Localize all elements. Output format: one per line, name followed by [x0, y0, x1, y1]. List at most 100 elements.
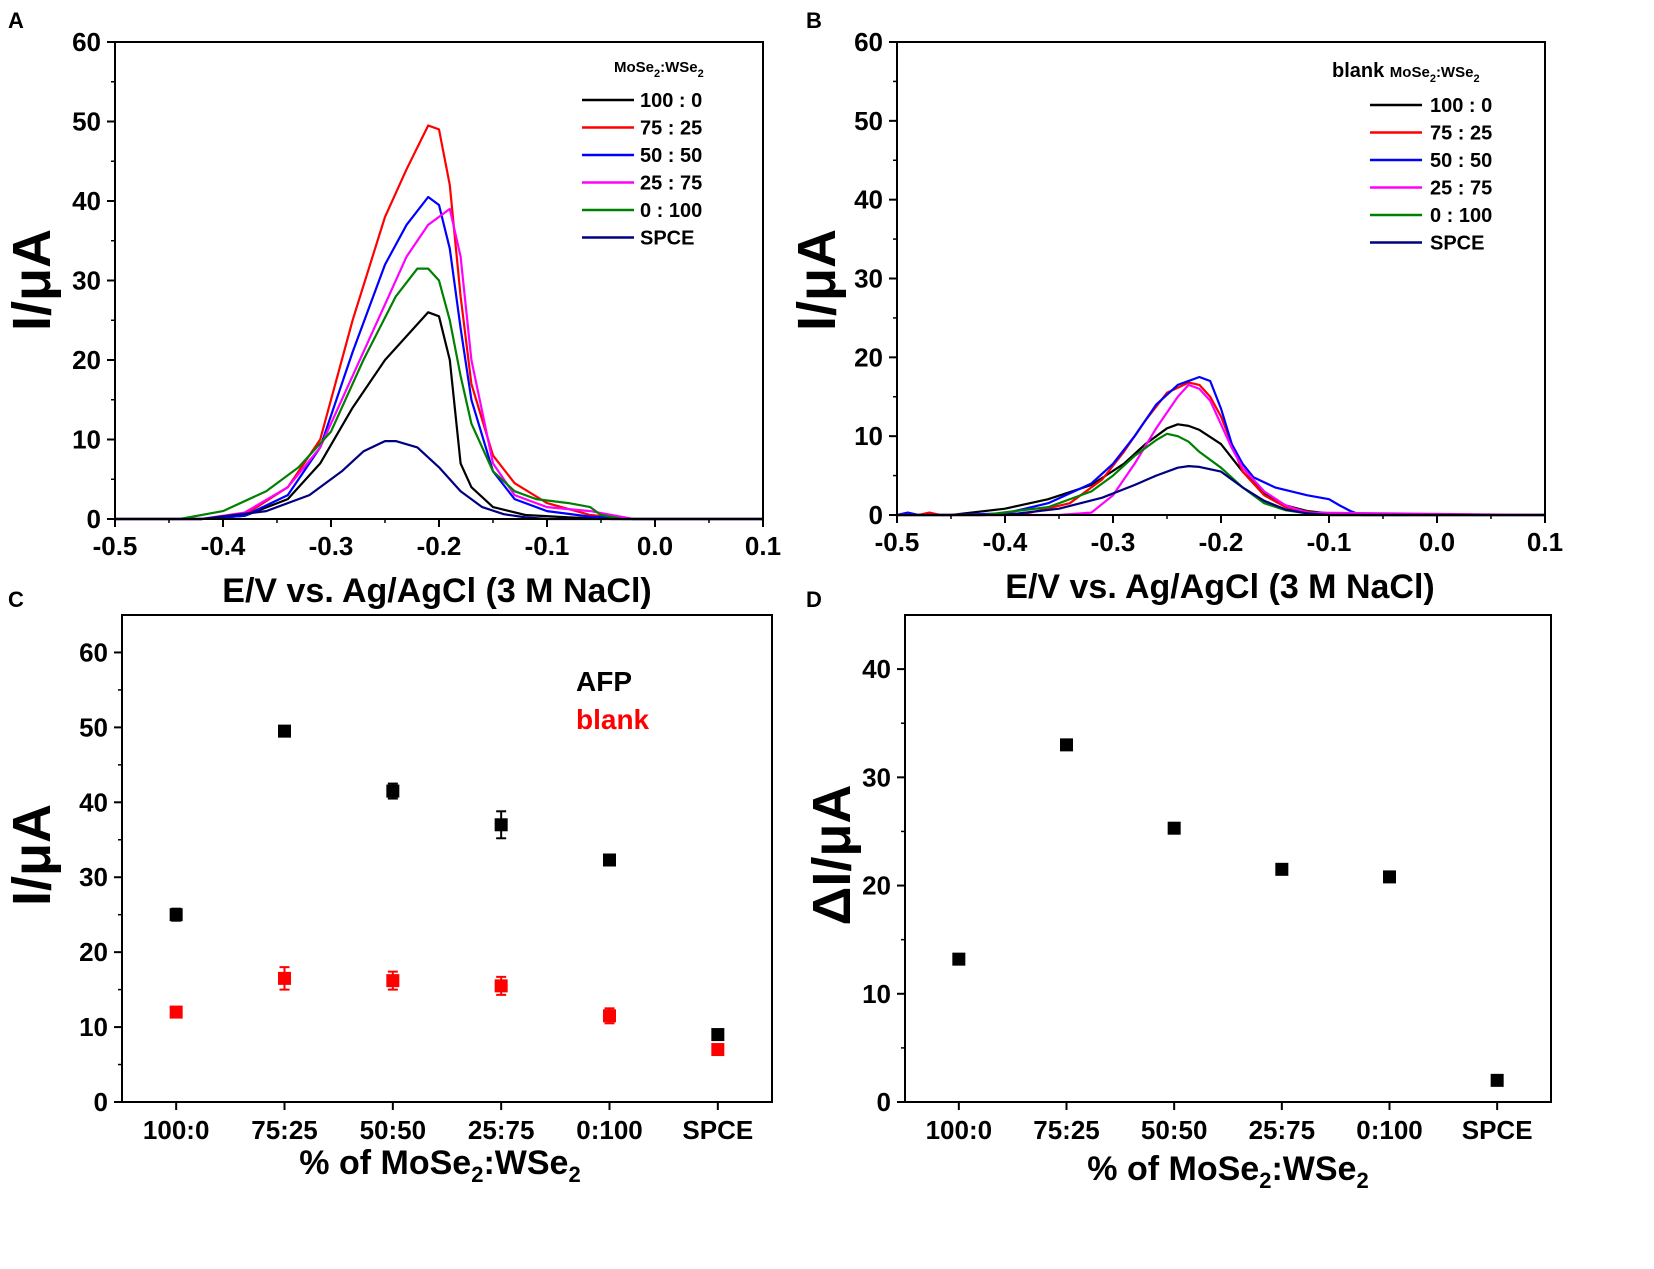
x-axis-title-subscript: 2 [1356, 1168, 1368, 1193]
legend-label-0: 100 : 0 [640, 90, 702, 112]
panel-letter-c: C [8, 587, 24, 612]
y-tick-label: 30 [862, 762, 891, 792]
x-tick-label: 50:50 [1141, 1115, 1208, 1145]
y-tick-label: 20 [854, 342, 883, 372]
y-tick-label: 0 [869, 500, 883, 530]
y-tick-label: 0 [87, 504, 101, 534]
panel-letter-b: B [806, 8, 822, 33]
y-tick-label: 10 [854, 421, 883, 451]
legend-title-prefix: blank [1332, 60, 1390, 82]
x-tick-label: -0.1 [1307, 527, 1352, 557]
x-axis-title-part: % of MoSe [1087, 1150, 1259, 1188]
legend-label-4: 0 : 100 [640, 200, 702, 222]
legend-label-3: 25 : 75 [640, 173, 702, 195]
x-tick-label: SPCE [1462, 1115, 1533, 1145]
x-tick-label: 0:100 [576, 1115, 643, 1145]
series-line-3 [897, 383, 1546, 517]
y-tick-label: 30 [72, 266, 101, 296]
x-tick-label: -0.4 [201, 531, 246, 561]
legend-title-subscript: 2 [1430, 73, 1436, 85]
y-tick-label: 0 [877, 1087, 891, 1117]
legend-label-1: 75 : 25 [1430, 123, 1492, 145]
legend-label-3: 25 : 75 [1430, 178, 1492, 200]
y-axis-title: ΔI/μA [802, 785, 862, 926]
legend-label-afp: AFP [576, 666, 632, 697]
y-tick-label: 40 [854, 185, 883, 215]
legend-label-2: 50 : 50 [640, 145, 702, 167]
x-axis-title-subscript: 2 [1259, 1168, 1271, 1193]
y-tick-label: 60 [72, 27, 101, 57]
x-axis-title-subscript: 2 [568, 1162, 580, 1187]
legend-label-blank: blank [576, 704, 650, 735]
legend-title-part: MoSe [1390, 64, 1430, 81]
x-tick-label: -0.2 [1199, 527, 1244, 557]
x-axis-title: % of MoSe2:WSe2 [299, 1144, 580, 1187]
y-tick-label: 20 [79, 937, 108, 967]
plot-frame [121, 614, 773, 1103]
data-point-0-3 [494, 818, 508, 832]
x-tick-label: 0:100 [1356, 1115, 1423, 1145]
x-tick-label: 0.0 [637, 531, 673, 561]
data-point-0-5 [711, 1028, 725, 1042]
x-tick-label: -0.5 [93, 531, 138, 561]
data-point-1-3 [494, 979, 508, 993]
x-tick-label: -0.2 [417, 531, 462, 561]
x-axis-title-part: :WSe [483, 1144, 568, 1182]
legend-title: blank MoSe2:WSe2 [1332, 60, 1480, 85]
data-point-1-0 [169, 1005, 183, 1019]
legend-label-2: 50 : 50 [1430, 150, 1492, 172]
x-tick-label: -0.4 [983, 527, 1028, 557]
legend-label-1: 75 : 25 [640, 118, 702, 140]
data-point-1-2 [386, 974, 400, 988]
panel-d: D 100:0 75:25 50:50 25:75 0:100 SPCE 0 10 20 30 40%… [802, 587, 1552, 1193]
x-tick-label: SPCE [682, 1115, 753, 1145]
y-tick-label: 30 [79, 862, 108, 892]
panel-b: B -0.5 -0.4 -0.3 -0.2 -0.1 0.0 0.1 0 10 20 30 40 50 60… [787, 8, 1563, 606]
series-line-4 [897, 432, 1545, 517]
x-tick-label: 0.1 [1527, 527, 1563, 557]
y-tick-label: 10 [862, 979, 891, 1009]
series-line-2 [896, 375, 1545, 517]
y-tick-label: 30 [854, 264, 883, 294]
x-tick-label: 50:50 [360, 1115, 427, 1145]
panel-letter-d: D [806, 587, 822, 612]
y-tick-label: 10 [72, 425, 101, 455]
x-tick-label: 75:25 [251, 1115, 318, 1145]
plot-frame [904, 614, 1552, 1103]
x-tick-label: 0.1 [745, 531, 781, 561]
y-tick-label: 40 [72, 186, 101, 216]
y-tick-label: 20 [72, 345, 101, 375]
x-tick-label: -0.5 [875, 527, 920, 557]
y-tick-label: 40 [79, 787, 108, 817]
x-tick-label: 25:75 [1249, 1115, 1316, 1145]
y-tick-label: 20 [862, 871, 891, 901]
legend-label-5: SPCE [640, 228, 694, 250]
series-line-5 [115, 440, 763, 521]
data-point-0-4 [603, 853, 616, 867]
data-point-0-5 [1490, 1073, 1504, 1087]
panel-letter-a: A [8, 8, 24, 33]
y-tick-label: 40 [862, 654, 891, 684]
data-point-0-3 [1275, 862, 1289, 876]
data-point-1-5 [711, 1043, 725, 1057]
series-line-0 [897, 423, 1545, 517]
x-tick-label: -0.3 [1091, 527, 1136, 557]
x-axis-title-part: % of MoSe [299, 1144, 471, 1182]
data-point-0-2 [1167, 821, 1181, 835]
series-line-0 [115, 311, 763, 521]
y-tick-label: 0 [94, 1087, 108, 1117]
x-axis-title: E/V vs. Ag/AgCl (3 M NaCl) [222, 572, 651, 610]
legend-label-0: 100 : 0 [1430, 95, 1492, 117]
legend-title-part: MoSe [614, 59, 654, 76]
series-line-4 [115, 267, 763, 521]
data-point-0-0 [952, 952, 966, 966]
data-point-1-4 [603, 1009, 616, 1023]
x-axis-title: E/V vs. Ag/AgCl (3 M NaCl) [1005, 568, 1434, 606]
y-tick-label: 50 [72, 107, 101, 137]
series-line-2 [115, 195, 763, 521]
legend-title-subscript: 2 [698, 68, 704, 80]
y-axis-title: I/μA [2, 804, 62, 906]
series-line-3 [115, 207, 763, 521]
y-tick-label: 10 [79, 1012, 108, 1042]
